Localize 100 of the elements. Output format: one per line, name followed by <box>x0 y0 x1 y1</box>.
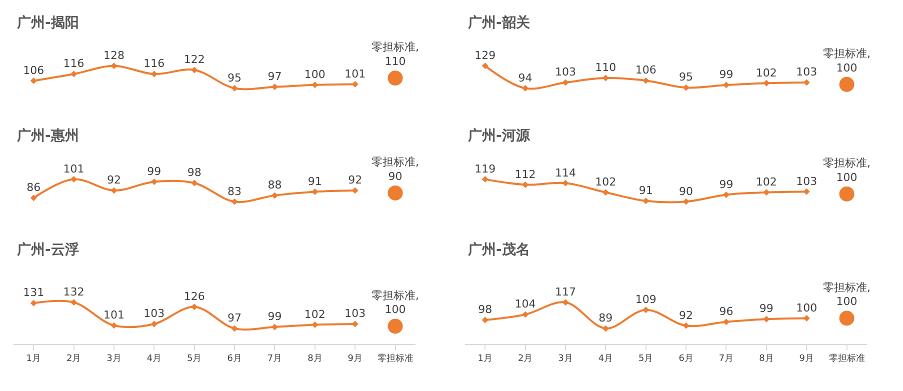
data-label: 103 <box>144 307 165 320</box>
data-label: 101 <box>63 162 84 176</box>
data-label: 102 <box>595 176 616 189</box>
data-label: 91 <box>308 174 322 188</box>
data-label: 零担标准, 100 <box>823 280 871 308</box>
point <box>30 194 37 202</box>
point <box>482 176 488 183</box>
point <box>30 300 37 306</box>
data-label: 103 <box>796 66 818 79</box>
data-label: 92 <box>679 308 694 322</box>
x-tick-label: 2月 <box>66 354 82 364</box>
point <box>722 82 730 88</box>
x-tick-label: 2月 <box>518 354 533 364</box>
data-label: 102 <box>756 66 777 80</box>
data-label: 零担标准, 100 <box>823 156 871 184</box>
x-tick-label: 4月 <box>598 354 614 364</box>
data-label: 103 <box>555 66 576 79</box>
chart-title: 广州-茂名 <box>467 241 530 258</box>
point <box>522 85 529 92</box>
x-tick-label: 8月 <box>759 354 774 364</box>
point <box>482 62 488 70</box>
point <box>271 84 278 90</box>
point <box>231 85 238 92</box>
point <box>312 321 318 328</box>
point <box>271 324 278 330</box>
x-tick-label: 9月 <box>348 354 362 364</box>
point <box>110 322 118 329</box>
point <box>482 316 488 324</box>
x-tick-label: 4月 <box>146 354 162 364</box>
data-label: 103 <box>344 307 366 320</box>
data-label: 零担标准, 110 <box>372 40 420 68</box>
data-label: 110 <box>595 61 616 74</box>
x-tick-label: 1月 <box>26 354 41 364</box>
x-tick-label: 零担标准 <box>377 352 414 364</box>
data-label: 101 <box>104 308 125 322</box>
point <box>30 78 37 84</box>
point <box>839 186 854 202</box>
data-label: 99 <box>147 164 162 178</box>
point <box>722 318 730 326</box>
data-label: 99 <box>719 68 734 82</box>
x-tick-label: 1月 <box>478 354 492 364</box>
data-label: 106 <box>635 64 656 77</box>
point <box>562 299 569 306</box>
point <box>70 176 78 183</box>
data-label: 116 <box>63 57 84 70</box>
point <box>231 325 238 332</box>
point <box>763 189 770 196</box>
data-label: 100 <box>796 301 818 314</box>
point <box>602 325 609 332</box>
data-label: 91 <box>638 184 653 197</box>
data-label: 98 <box>187 166 202 180</box>
point <box>191 304 198 310</box>
data-label: 95 <box>679 70 694 84</box>
point <box>522 311 529 318</box>
data-label: 86 <box>26 181 41 194</box>
chart-title: 广州-韶关 <box>467 14 530 31</box>
data-label: 132 <box>63 285 84 298</box>
point <box>642 306 650 314</box>
point <box>110 62 118 70</box>
data-label: 92 <box>107 174 122 187</box>
x-tick-label: 8月 <box>308 354 322 364</box>
point <box>602 74 609 82</box>
chart-title: 广州-惠州 <box>16 127 79 144</box>
data-label: 114 <box>555 166 576 180</box>
data-label: 116 <box>144 57 165 70</box>
point <box>602 189 609 196</box>
data-label: 112 <box>514 168 536 181</box>
x-tick-label: 7月 <box>718 354 734 364</box>
point <box>562 180 569 186</box>
point <box>522 181 529 188</box>
data-label: 97 <box>268 70 282 84</box>
point <box>388 70 403 86</box>
data-label: 99 <box>268 310 282 324</box>
point <box>682 198 690 205</box>
point <box>312 82 318 88</box>
point <box>388 318 403 334</box>
x-tick-label: 9月 <box>799 354 814 364</box>
point <box>191 66 198 74</box>
point <box>150 320 158 328</box>
point <box>839 76 854 92</box>
x-tick-label: 5月 <box>638 354 654 364</box>
point <box>150 178 158 186</box>
point <box>562 79 569 86</box>
point <box>722 191 730 198</box>
point <box>642 77 650 84</box>
point <box>110 187 118 194</box>
data-label: 122 <box>184 53 205 66</box>
x-tick-label: 零担标准 <box>828 352 865 364</box>
data-label: 94 <box>518 71 532 84</box>
point <box>231 198 238 205</box>
data-label: 102 <box>304 308 326 321</box>
data-label: 128 <box>104 49 125 62</box>
data-label: 103 <box>796 174 818 188</box>
chart-title: 广州-河源 <box>467 127 531 144</box>
data-label: 102 <box>756 176 777 189</box>
point <box>803 188 810 195</box>
data-label: 131 <box>23 286 44 300</box>
point <box>839 310 854 326</box>
point <box>763 316 770 322</box>
point <box>682 84 690 91</box>
